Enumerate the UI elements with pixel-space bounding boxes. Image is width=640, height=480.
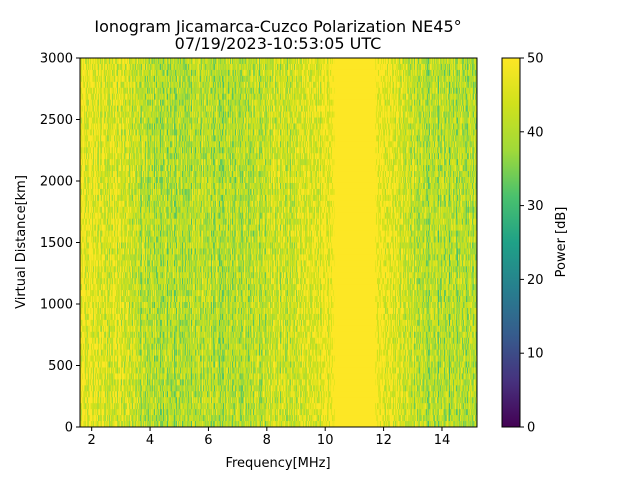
- heatmap-cells: [80, 58, 477, 427]
- chart-subtitle: 07/19/2023-10:53:05 UTC: [175, 34, 382, 53]
